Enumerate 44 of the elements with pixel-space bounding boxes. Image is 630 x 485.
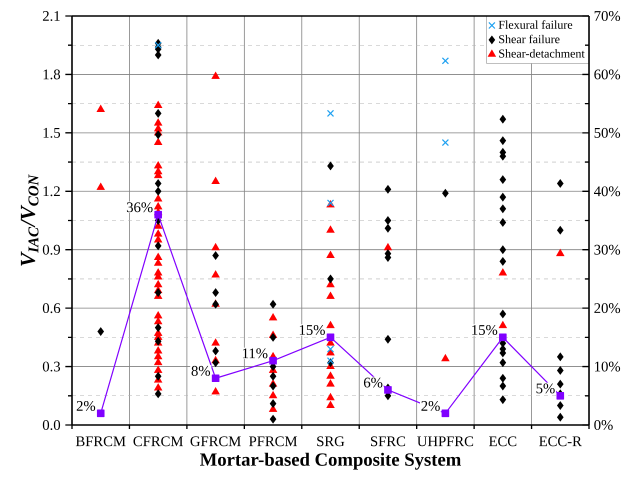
- y-axis-title: V$_{IAC}$/V$_{CON}$: [20, 174, 38, 266]
- x-tick-label: ECC: [488, 436, 516, 446]
- point: [154, 210, 162, 218]
- point: [442, 410, 450, 418]
- y2-tick-label: 30%: [594, 244, 620, 255]
- y2-tick-label: 10%: [595, 362, 620, 372]
- x-tick-label: PFRCM: [249, 436, 298, 446]
- x-tick-label: BFRCM: [76, 436, 126, 446]
- y2-tick-label: 20%: [594, 303, 620, 314]
- y-tick-label: 0.9: [42, 244, 60, 255]
- x-tick-label: CFRCM: [134, 436, 184, 446]
- legend-label: Shear-detachment: [499, 49, 585, 58]
- x-tick-label: UHPFRC: [417, 436, 474, 446]
- y-tick-label: 1.5: [44, 128, 60, 138]
- point: [96, 410, 105, 418]
- y-tick-label: 1.2: [44, 186, 60, 196]
- x-tick-label: SFRC: [370, 436, 406, 446]
- y2-tick-label: 70%: [594, 11, 620, 21]
- x-tick-label: SRG: [317, 436, 344, 446]
- data-label: 15%: [472, 325, 498, 335]
- y2-tick-label: 60%: [594, 69, 620, 80]
- data-label: 15%: [300, 325, 325, 335]
- y2-tick-label: 50%: [594, 128, 620, 138]
- y2-tick-label: 40%: [594, 186, 620, 196]
- data-label: 36%: [126, 202, 153, 212]
- y-tick-label: 0.3: [42, 362, 60, 372]
- data-label: 8%: [192, 366, 210, 376]
- y-tick-label: 2.1: [42, 11, 60, 21]
- data-label: 11%: [242, 348, 268, 358]
- y-tick-label: 1.8: [44, 69, 60, 80]
- y-tick-label: 0.6: [42, 303, 60, 314]
- point: [384, 386, 392, 394]
- legend-label: Flexural failure: [498, 20, 572, 29]
- data-label: 2%: [76, 400, 96, 411]
- legend-label: Shear failure: [499, 34, 560, 44]
- y2-tick-label: 0%: [594, 420, 613, 430]
- data-label: 5%: [536, 383, 555, 394]
- point: [212, 374, 220, 382]
- y-tick-label: 0.0: [42, 420, 60, 430]
- data-label: 6%: [364, 378, 382, 388]
- x-axis-title: Mortar-based Composite System: [200, 452, 461, 470]
- x-tick-label: ECC-R: [539, 436, 582, 446]
- data-label: 2%: [421, 400, 440, 411]
- x-tick-label: GFRCM: [190, 436, 241, 446]
